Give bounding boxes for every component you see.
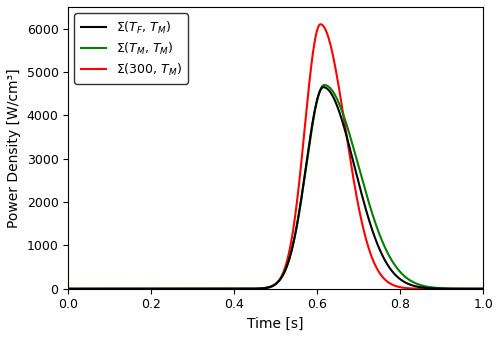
Σ($T_M$, $T_M$) (480, 287, 486, 291)
Σ($T_F$, $T_M$) (480, 287, 486, 291)
Σ($T_M$, $T_M$) (322, 83, 328, 87)
Σ(300, $T_M$) (224, 287, 230, 291)
Σ($T_F$, $T_M$) (112, 287, 118, 291)
Σ(300, $T_M$) (318, 22, 324, 26)
Σ($T_M$, $T_M$) (65, 287, 71, 291)
X-axis label: Time [s]: Time [s] (248, 317, 304, 331)
Σ($T_F$, $T_M$) (320, 85, 326, 89)
Σ($T_M$, $T_M$) (472, 287, 478, 291)
Σ($T_F$, $T_M$) (65, 287, 71, 291)
Y-axis label: Power Density [W/cm³]: Power Density [W/cm³] (7, 68, 21, 228)
Legend: Σ($T_F$, $T_M$), Σ($T_M$, $T_M$), Σ(300, $T_M$): Σ($T_F$, $T_M$), Σ($T_M$, $T_M$), Σ(300,… (74, 13, 188, 84)
Line: Σ(300, $T_M$): Σ(300, $T_M$) (68, 24, 483, 289)
Line: Σ($T_M$, $T_M$): Σ($T_M$, $T_M$) (68, 85, 483, 289)
Σ(300, $T_M$) (65, 287, 71, 291)
Σ($T_M$, $T_M$) (137, 287, 143, 291)
Σ($T_M$, $T_M$) (112, 287, 118, 291)
Σ(300, $T_M$) (112, 287, 118, 291)
Line: Σ($T_F$, $T_M$): Σ($T_F$, $T_M$) (68, 87, 483, 289)
Σ(300, $T_M$) (480, 287, 486, 291)
Σ($T_F$, $T_M$) (472, 287, 478, 291)
Σ($T_M$, $T_M$) (224, 287, 230, 291)
Σ($T_F$, $T_M$) (224, 287, 230, 291)
Σ($T_F$, $T_M$) (428, 286, 434, 290)
Σ($T_M$, $T_M$) (428, 285, 434, 289)
Σ(300, $T_M$) (242, 287, 248, 291)
Σ(300, $T_M$) (428, 287, 434, 291)
Σ($T_M$, $T_M$) (242, 287, 248, 291)
Σ($T_F$, $T_M$) (137, 287, 143, 291)
Σ(300, $T_M$) (472, 287, 478, 291)
Σ($T_F$, $T_M$) (242, 287, 248, 291)
Σ(300, $T_M$) (137, 287, 143, 291)
